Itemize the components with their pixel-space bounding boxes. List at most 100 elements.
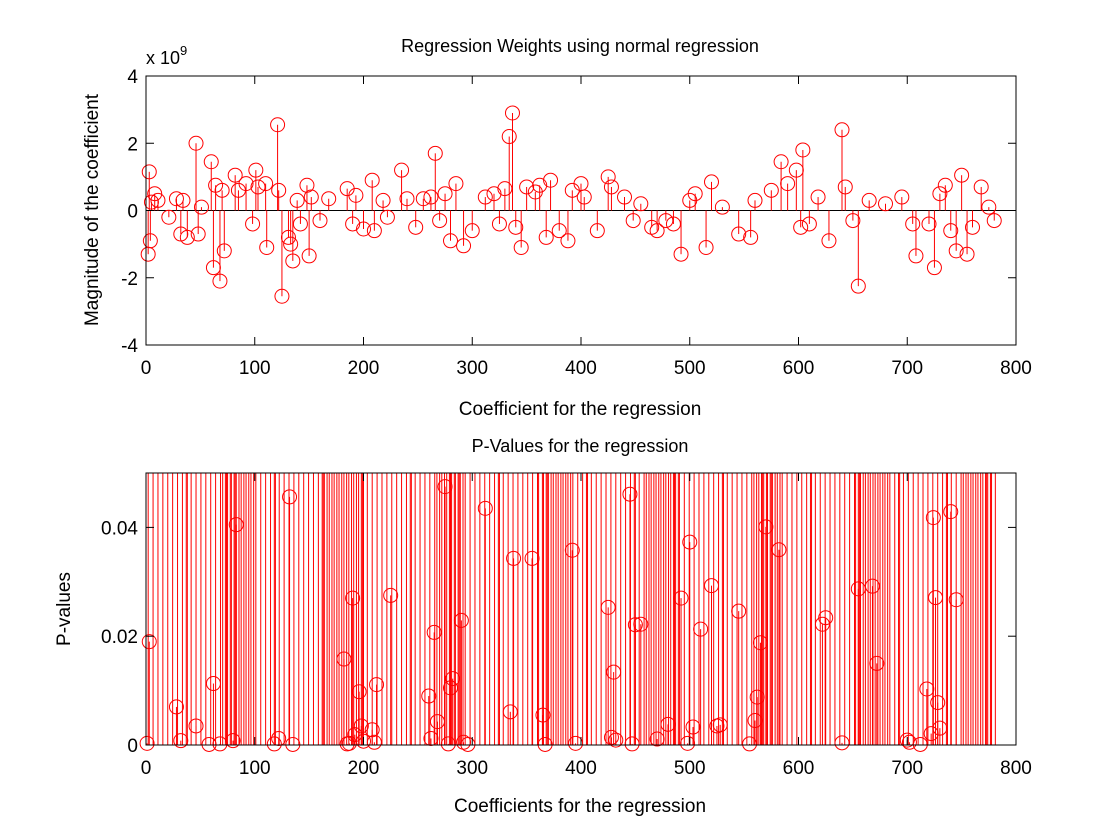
weights-point	[576, 189, 592, 205]
weights-point	[175, 192, 191, 208]
pvalues-y-axis-label: P-values	[54, 572, 75, 646]
pvalues-point	[622, 486, 638, 502]
weights-point	[551, 223, 567, 239]
pvalues-x-tick-label: 700	[891, 758, 923, 779]
weights-point	[161, 209, 177, 225]
weights-point	[504, 105, 520, 121]
pvalues-point	[139, 735, 155, 751]
weights-point	[973, 179, 989, 195]
pvalues-x-tick-label: 300	[456, 758, 488, 779]
pvalues-x-tick-label: 800	[1000, 758, 1032, 779]
weights-point	[861, 192, 877, 208]
pvalues-ticks: 0 100 200 300 400 500 600 700 800 0 0.02 0.04	[101, 473, 1032, 779]
weights-point	[878, 196, 893, 212]
weights-point	[981, 199, 997, 215]
weights-point	[477, 189, 493, 205]
weights-point	[773, 154, 789, 170]
weights-point	[845, 213, 861, 229]
weights-point	[625, 213, 641, 229]
weights-point	[238, 176, 254, 192]
pvalues-point	[818, 610, 834, 626]
weights-point	[193, 199, 209, 215]
pvalues-point	[943, 504, 959, 520]
weights-point	[366, 223, 382, 239]
weights-point	[285, 253, 301, 269]
weights-point	[443, 233, 458, 249]
weights-x-tick-label: 800	[1000, 358, 1032, 379]
pvalues-plot-title: P-Values for the regression	[472, 436, 689, 456]
weights-y-tick-label: -4	[121, 336, 138, 357]
weights-point	[908, 248, 924, 264]
pvalues-y-tick-label: 0.02	[101, 627, 138, 648]
weights-point	[965, 219, 980, 235]
weights-point	[714, 199, 730, 215]
weights-x-tick-label: 500	[674, 358, 706, 379]
weights-x-axis-label: Coefficient for the regression	[459, 399, 702, 420]
pvalues-x-tick-label: 200	[348, 758, 380, 779]
weights-point	[448, 176, 464, 192]
weights-point	[834, 122, 850, 138]
weights-point	[203, 154, 219, 170]
weights-point	[394, 162, 410, 178]
weights-point	[292, 216, 308, 232]
pvalues-point	[141, 634, 157, 650]
weights-point	[399, 191, 415, 207]
weights-x-tick-label: 700	[891, 358, 923, 379]
weights-y-tick-label: 2	[127, 134, 138, 155]
weights-point	[821, 233, 837, 249]
pvalues-point	[285, 736, 301, 752]
pvalues-axes-box	[145, 472, 1017, 746]
weights-point	[603, 179, 619, 195]
weights-point	[303, 189, 319, 205]
weights-point	[905, 216, 921, 232]
weights-point	[212, 273, 228, 289]
weights-point	[532, 177, 548, 193]
weights-point	[289, 192, 305, 208]
weights-x-tick-label: 0	[141, 358, 152, 379]
weights-point	[150, 192, 166, 208]
weights-plot-title: Regression Weights using normal regressi…	[401, 36, 759, 56]
pvalues-point	[925, 510, 941, 526]
weights-point	[312, 213, 328, 229]
weights-point	[415, 191, 431, 207]
weights-point	[801, 216, 817, 232]
weights-point	[793, 219, 809, 235]
weights-x-tick-label: 400	[565, 358, 597, 379]
pvalues-point	[282, 489, 298, 505]
weights-point	[345, 216, 361, 232]
weights-point	[142, 233, 158, 249]
weights-y-tick-label: 4	[127, 67, 138, 88]
weights-point	[795, 142, 811, 158]
weights-marks	[140, 105, 1016, 304]
weights-point	[464, 223, 480, 239]
weights-point	[932, 186, 948, 202]
weights-point	[283, 236, 299, 252]
pvalues-point	[685, 719, 701, 735]
weights-point	[258, 176, 274, 192]
weights-point	[704, 174, 719, 190]
weights-point	[437, 186, 453, 202]
pvalues-point	[535, 707, 551, 723]
weights-point	[379, 209, 395, 225]
weights-point	[274, 288, 290, 304]
weights-x-tick-label: 600	[783, 358, 815, 379]
weights-point	[937, 177, 953, 193]
weights-point	[250, 179, 266, 195]
weights-point	[687, 186, 703, 202]
pvalues-marks	[139, 473, 996, 752]
pvalues-plot: P-Values for the regression 0 100 200 300 40…	[54, 436, 1032, 817]
weights-point	[375, 192, 391, 208]
weights-point	[280, 229, 296, 245]
weights-point	[850, 278, 866, 294]
weights-point	[543, 172, 559, 188]
pvalues-point	[383, 587, 399, 603]
pvalues-x-tick-label: 600	[783, 758, 815, 779]
weights-point	[600, 169, 616, 185]
weights-point	[954, 167, 970, 183]
weights-point	[248, 162, 264, 178]
weights-point	[486, 186, 502, 202]
weights-point	[141, 164, 157, 180]
weights-ticks: 0 100 200 300 400 500 600 700 800 -4 -2 0 2 4	[121, 67, 1032, 379]
pvalues-point	[351, 684, 367, 700]
